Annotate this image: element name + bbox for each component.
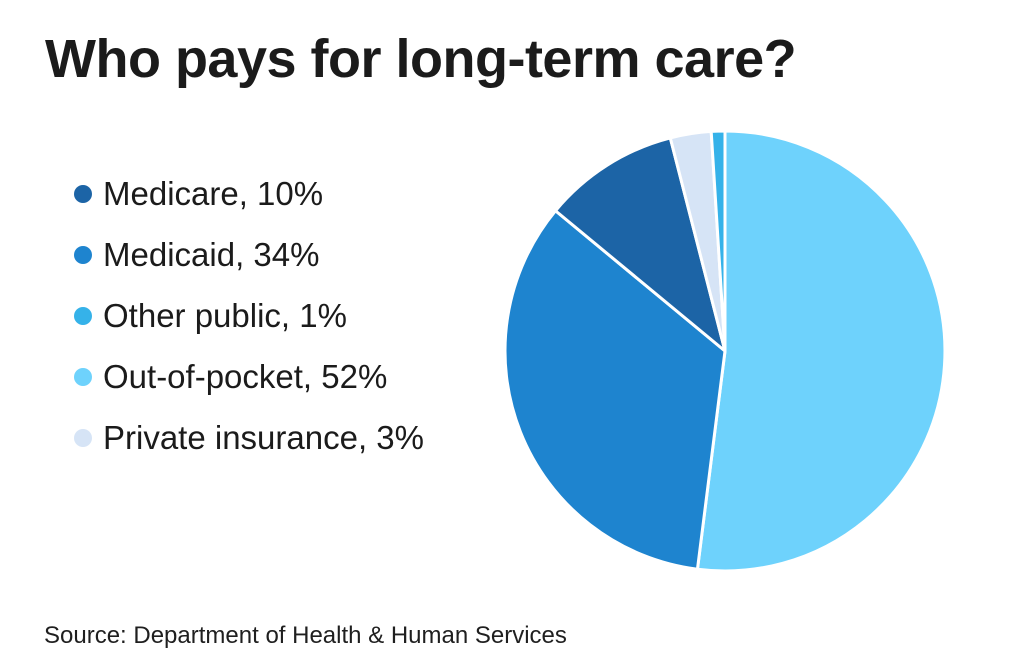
pie-slice-out-of-pocket [695, 129, 947, 573]
private-insurance-dot-icon [74, 429, 92, 447]
legend-label: Private insurance, 3% [103, 419, 424, 456]
legend-label: Out-of-pocket, 52% [103, 358, 388, 395]
legend-item-out-of-pocket: Out-of-pocket, 52% [74, 358, 424, 395]
pie-chart [503, 129, 947, 573]
legend-label: Medicare, 10% [103, 175, 324, 212]
pie-slice-medicaid [503, 209, 727, 571]
legend-label: Other public, 1% [103, 297, 347, 334]
legend-item-other-public: Other public, 1% [74, 297, 424, 334]
chart-title: Who pays for long-term care? [45, 29, 797, 89]
pie-legend: Medicare, 10% Medicaid, 34% Other public… [74, 175, 424, 456]
pie-slice-other-public [709, 129, 727, 353]
legend-item-medicare: Medicare, 10% [74, 175, 424, 212]
legend-item-medicaid: Medicaid, 34% [74, 236, 424, 273]
source-attribution: Source: Department of Health & Human Ser… [44, 622, 567, 649]
medicaid-dot-icon [74, 246, 92, 264]
pie-chart-container [503, 129, 947, 573]
medicare-dot-icon [74, 185, 92, 203]
out-of-pocket-dot-icon [74, 368, 92, 386]
legend-item-private-insurance: Private insurance, 3% [74, 419, 424, 456]
legend-label: Medicaid, 34% [103, 236, 320, 273]
other-public-dot-icon [74, 307, 92, 325]
